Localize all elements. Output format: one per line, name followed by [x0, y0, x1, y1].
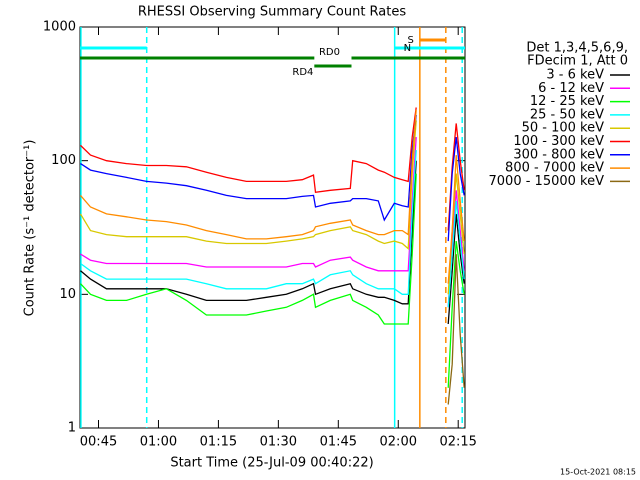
legend-label: 50 - 100 keV — [522, 121, 605, 136]
y-axis-label: Count Rate (s⁻¹ detector⁻¹) — [23, 140, 38, 317]
legend-label: 25 - 50 keV — [530, 107, 604, 122]
y-tick-label: 1 — [68, 421, 76, 436]
legend-header: Det 1,3,4,5,6,9, — [526, 41, 628, 56]
series-line — [80, 160, 465, 325]
series-line — [80, 107, 465, 231]
series-line — [80, 109, 465, 284]
legend-header: FDecim 1, Att 0 — [527, 54, 628, 69]
x-axis-label: Start Time (25-Jul-09 00:40:22) — [170, 456, 373, 471]
flag-label: S — [407, 35, 413, 46]
series-line — [80, 173, 465, 388]
flag-label: RD0 — [319, 47, 340, 58]
chart-title: RHESSI Observing Summary Count Rates — [138, 5, 407, 20]
y-tick-label: 10 — [59, 287, 76, 302]
legend-label: 7000 - 15000 keV — [489, 174, 605, 189]
x-tick-label: 00:45 — [80, 435, 117, 450]
y-tick-label: 1000 — [43, 20, 76, 35]
legend-label: 12 - 25 keV — [530, 94, 604, 109]
plot-frame — [79, 26, 466, 429]
legend-label: 100 - 300 keV — [513, 134, 604, 149]
x-tick-label: 02:00 — [380, 435, 417, 450]
legend-label: 300 - 800 keV — [513, 147, 604, 162]
footer: 15-Oct-2021 08:15 — [560, 468, 636, 477]
legend-label: 6 - 12 keV — [538, 81, 604, 96]
x-tick-label: 02:15 — [439, 435, 476, 450]
x-tick-label: 01:30 — [260, 435, 297, 450]
legend-label: 800 - 7000 keV — [505, 161, 604, 176]
flag-label: RD4 — [292, 67, 313, 78]
y-tick-label: 100 — [51, 153, 76, 168]
series-line — [80, 150, 465, 308]
series-line — [79, 120, 465, 295]
flag-label: N — [404, 43, 411, 54]
legend-label: 3 - 6 keV — [546, 68, 604, 83]
x-tick-label: 01:15 — [200, 435, 237, 450]
x-tick-label: 01:00 — [140, 435, 177, 450]
x-tick-label: 01:45 — [320, 435, 357, 450]
series-line — [80, 137, 465, 308]
series-line — [80, 114, 465, 242]
series-line — [447, 254, 465, 405]
